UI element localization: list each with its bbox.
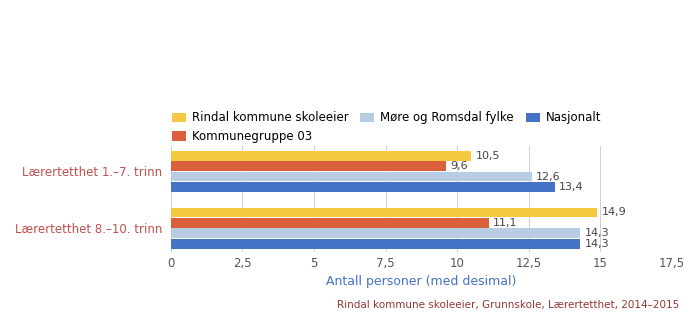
Bar	[171, 172, 531, 181]
Text: 10,5: 10,5	[476, 151, 500, 161]
Text: 14,9: 14,9	[602, 208, 626, 217]
Legend: Rindal kommune skoleeier, Kommunegruppe 03, Møre og Romsdal fylke, Nasjonalt: Rindal kommune skoleeier, Kommunegruppe …	[172, 111, 601, 143]
Bar	[171, 218, 489, 228]
Text: Rindal kommune skoleeier, Grunnskole, Lærertetthet, 2014–2015: Rindal kommune skoleeier, Grunnskole, Læ…	[337, 300, 679, 310]
Bar	[171, 151, 471, 161]
Bar	[171, 208, 598, 217]
X-axis label: Antall personer (med desimal): Antall personer (med desimal)	[326, 275, 517, 289]
Bar	[171, 239, 580, 249]
Text: 14,3: 14,3	[584, 239, 609, 249]
Bar	[171, 228, 580, 238]
Bar	[171, 182, 554, 192]
Bar	[171, 161, 446, 171]
Text: 14,3: 14,3	[584, 228, 609, 238]
Text: 11,1: 11,1	[493, 218, 517, 228]
Text: 12,6: 12,6	[536, 172, 561, 182]
Text: 9,6: 9,6	[450, 161, 468, 171]
Text: 13,4: 13,4	[559, 182, 583, 192]
